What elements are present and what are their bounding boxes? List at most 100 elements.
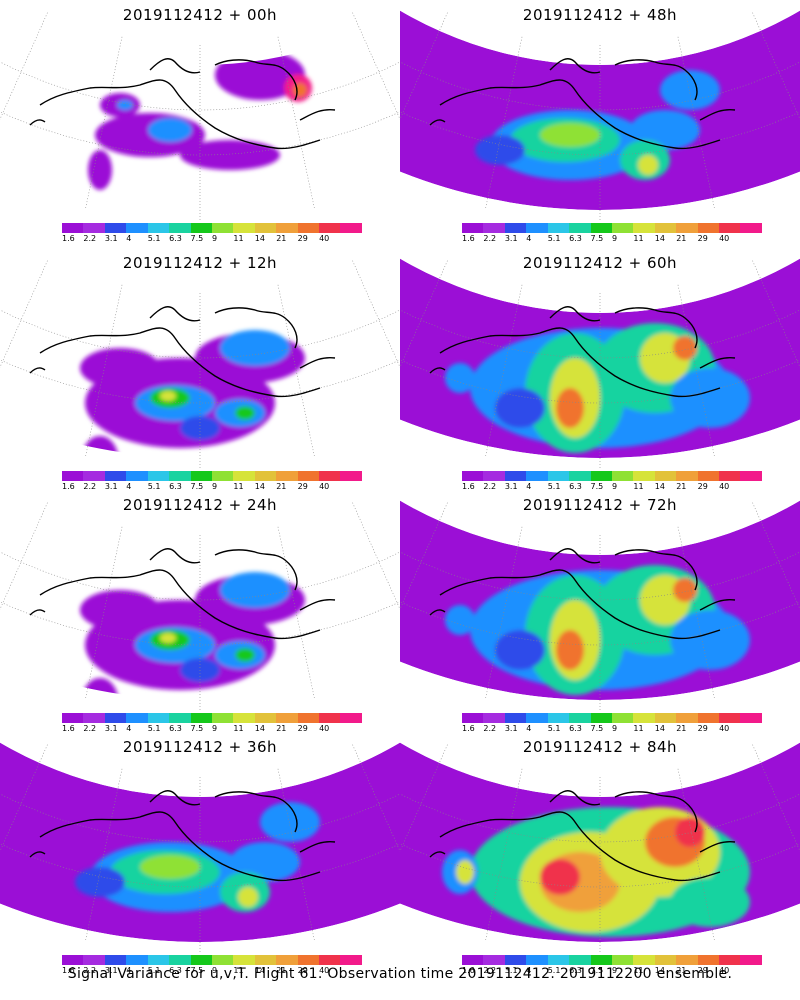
- variance-contour: [660, 70, 720, 110]
- colorbar-tick-label: 3.1: [104, 724, 118, 733]
- colorbar-swatch: [297, 471, 320, 481]
- colorbar-swatch: [254, 955, 277, 965]
- colorbar-tick-label: 9: [211, 724, 218, 733]
- colorbar: [462, 713, 762, 723]
- colorbar-swatch: [104, 955, 127, 965]
- colorbar-swatch: [697, 713, 720, 723]
- colorbar: [62, 713, 362, 723]
- colorbar-swatch: [190, 223, 212, 233]
- variance-contour: [495, 388, 545, 428]
- colorbar-tick-label: 2.2: [83, 234, 97, 243]
- colorbar-swatch: [104, 713, 127, 723]
- colorbar-tick-label: 29: [697, 234, 708, 243]
- colorbar-tick-label: 3.1: [104, 482, 118, 491]
- map-panel: 2019112412 + 36h 1.6 2.2 3.1 4 5.1 6.3 7.5 9 11 14…: [0, 732, 400, 982]
- colorbar-tick-label: 1.6: [462, 482, 475, 491]
- colorbar-swatch: [547, 713, 570, 723]
- colorbar-swatch: [233, 713, 255, 723]
- colorbar-swatch: [276, 713, 298, 723]
- colorbar-tick-label: 11: [633, 966, 644, 975]
- variance-contour: [220, 330, 290, 366]
- colorbar-swatch: [654, 713, 677, 723]
- colorbar-tick-label: 40: [319, 482, 330, 491]
- colorbar-tick-label: 4: [526, 234, 532, 243]
- colorbar-tick-label: 3.1: [104, 234, 118, 243]
- lat-lon-grid: [400, 502, 800, 710]
- colorbar-tick-label: 6.3: [569, 966, 582, 975]
- colorbar-tick-label: 40: [319, 966, 330, 975]
- colorbar-swatch: [126, 471, 148, 481]
- colorbar-swatch: [526, 471, 548, 481]
- colorbar-swatch: [147, 713, 170, 723]
- colorbar-labels: 1.6 2.2 3.1 4 5.1 6.3 7.5 9 11 14 21 29 40: [462, 966, 762, 978]
- colorbar-swatch: [633, 471, 655, 481]
- colorbar-tick-label: 29: [297, 966, 308, 975]
- colorbar-tick-label: 6.3: [569, 234, 582, 243]
- colorbar-tick-label: 2.2: [483, 482, 497, 491]
- colorbar-tick-label: 7.5: [590, 482, 604, 491]
- colorbar-tick-label: 3.1: [504, 966, 518, 975]
- colorbar-tick-label: 1.6: [462, 234, 475, 243]
- colorbar-swatch: [62, 955, 84, 965]
- colorbar-swatch: [319, 955, 341, 965]
- colorbar-tick-label: 7.5: [190, 724, 204, 733]
- colorbar-swatch: [740, 713, 762, 723]
- colorbar-swatch: [462, 713, 484, 723]
- colorbar-swatch: [740, 471, 762, 481]
- colorbar-swatch: [569, 471, 591, 481]
- colorbar-tick-label: 4: [126, 966, 132, 975]
- colorbar-tick-label: 14: [654, 724, 665, 733]
- colorbar-swatch: [547, 471, 570, 481]
- colorbar-swatch: [126, 223, 148, 233]
- colorbar-swatch: [611, 713, 634, 723]
- colorbar-swatch: [319, 471, 341, 481]
- colorbar-swatch: [611, 955, 634, 965]
- colorbar-tick-label: 29: [697, 482, 708, 491]
- variance-contour: [160, 391, 176, 401]
- colorbar-tick-label: 29: [297, 482, 308, 491]
- colorbar: [62, 955, 362, 965]
- lat-lon-grid: [400, 260, 800, 468]
- map-panel: 2019112412 + 00h 1.6 2.2 3.1 4 5.1 6.3 7.5 9 11 14…: [0, 0, 400, 250]
- colorbar-swatch: [169, 955, 191, 965]
- colorbar: [462, 955, 762, 965]
- colorbar-swatch: [462, 471, 484, 481]
- colorbar-swatch: [169, 713, 191, 723]
- colorbar-tick-label: 21: [676, 234, 687, 243]
- colorbar-tick-label: 40: [719, 234, 730, 243]
- colorbar-tick-label: 29: [297, 724, 308, 733]
- colorbar-tick-label: [340, 234, 361, 246]
- colorbar-swatch: [340, 955, 362, 965]
- variance-contour: [670, 368, 750, 428]
- colorbar-labels: 1.6 2.2 3.1 4 5.1 6.3 7.5 9 11 14 21 29 40: [462, 724, 762, 736]
- colorbar-swatch: [676, 955, 698, 965]
- colorbar-swatch: [526, 955, 548, 965]
- colorbar-tick-label: 6.3: [569, 724, 582, 733]
- variance-map: [400, 248, 800, 468]
- colorbar-swatch: [462, 955, 484, 965]
- colorbar-swatch: [340, 713, 362, 723]
- colorbar-swatch: [504, 955, 527, 965]
- colorbar-tick-label: 7.5: [590, 966, 604, 975]
- variance-map: [0, 260, 400, 468]
- colorbar-swatch: [211, 955, 234, 965]
- colorbar-tick-label: 29: [697, 724, 708, 733]
- variance-contour: [670, 877, 750, 927]
- colorbar-swatch: [233, 223, 255, 233]
- variance-map: [400, 490, 800, 710]
- colorbar-tick-label: 9: [611, 234, 618, 243]
- colorbar-swatch: [190, 955, 212, 965]
- colorbar-labels: 1.6 2.2 3.1 4 5.1 6.3 7.5 9 11 14 21 29 40: [62, 234, 362, 246]
- colorbar-labels: 1.6 2.2 3.1 4 5.1 6.3 7.5 9 11 14 21 29 40: [462, 482, 762, 494]
- colorbar-swatch: [697, 223, 720, 233]
- colorbar-tick-label: 4: [526, 966, 532, 975]
- map-panel: 2019112412 + 24h 1.6 2.2 3.1 4 5.1 6.3 7.5 9 11 14…: [0, 490, 400, 740]
- colorbar-swatch: [483, 955, 505, 965]
- colorbar-tick-label: [740, 234, 761, 246]
- colorbar-swatch: [62, 713, 84, 723]
- panel-title: 2019112412 + 36h: [122, 738, 278, 756]
- colorbar-tick-label: 21: [676, 966, 687, 975]
- variance-contour: [180, 140, 280, 170]
- colorbar-tick-label: 9: [611, 724, 618, 733]
- colorbar-tick-label: 9: [211, 234, 218, 243]
